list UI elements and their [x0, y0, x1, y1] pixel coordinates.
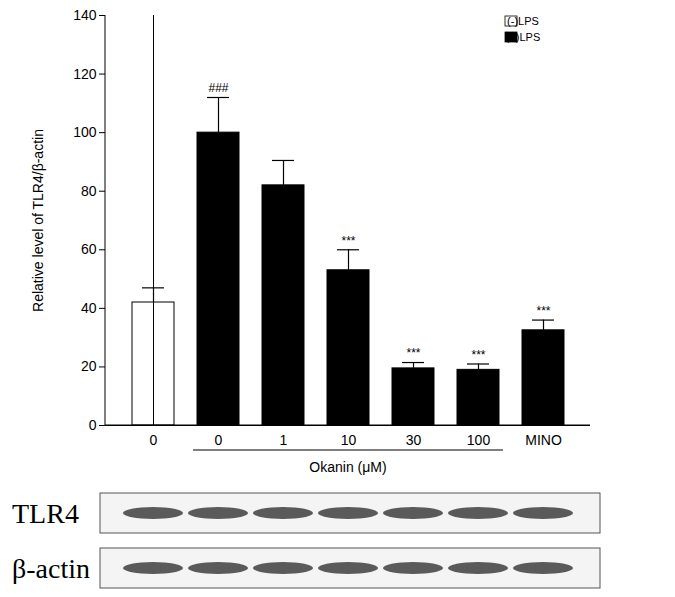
- svg-text:0: 0: [89, 417, 97, 433]
- svg-text:β-actin: β-actin: [12, 553, 90, 584]
- svg-text:(+)LPS: (+)LPS: [506, 31, 541, 43]
- svg-text:TLR4: TLR4: [12, 498, 79, 529]
- svg-text:Okanin (μM): Okanin (μM): [309, 459, 386, 475]
- svg-text:MINO: MINO: [525, 432, 562, 448]
- svg-text:***: ***: [536, 304, 550, 318]
- svg-text:###: ###: [208, 81, 228, 95]
- svg-text:100: 100: [73, 124, 97, 140]
- svg-text:80: 80: [81, 183, 97, 199]
- svg-text:140: 140: [73, 7, 97, 23]
- svg-text:***: ***: [341, 234, 355, 248]
- svg-text:40: 40: [81, 300, 97, 316]
- svg-text:30: 30: [406, 432, 422, 448]
- svg-text:0: 0: [215, 432, 223, 448]
- svg-text:10: 10: [341, 432, 357, 448]
- svg-text:60: 60: [81, 241, 97, 257]
- svg-text:(-)LPS: (-)LPS: [507, 15, 539, 27]
- svg-text:120: 120: [73, 66, 97, 82]
- svg-text:100: 100: [467, 432, 491, 448]
- svg-text:1: 1: [280, 432, 288, 448]
- svg-text:Relative level of TLR4/β-actin: Relative level of TLR4/β-actin: [30, 129, 46, 312]
- svg-text:0: 0: [150, 432, 158, 448]
- svg-text:***: ***: [406, 346, 420, 360]
- svg-text:20: 20: [81, 358, 97, 374]
- svg-text:***: ***: [471, 348, 485, 362]
